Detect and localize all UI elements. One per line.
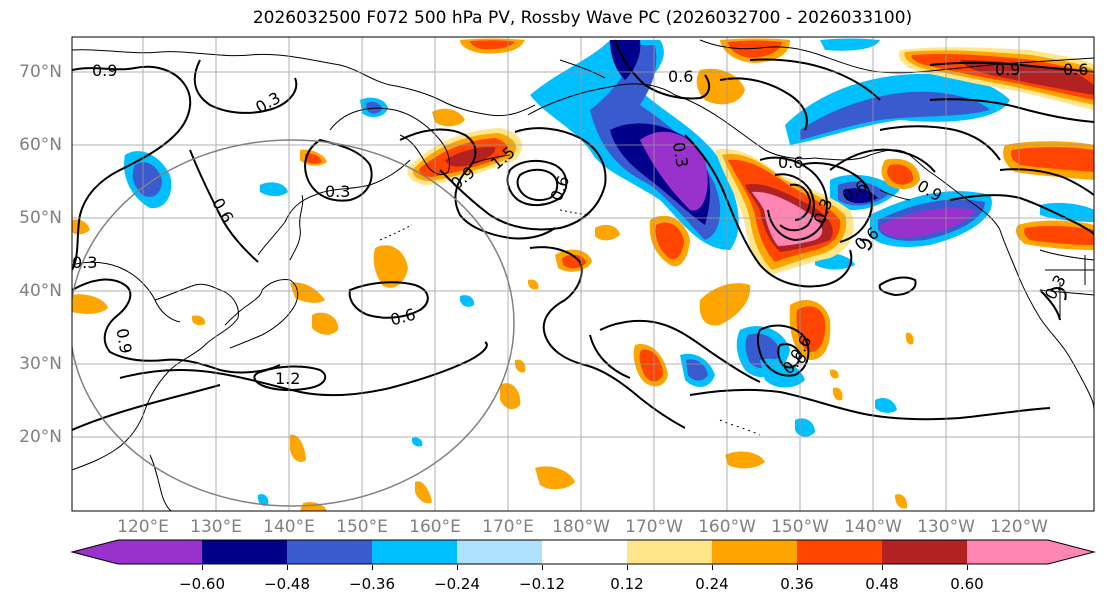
lon-label: 140°W [844,517,902,537]
colorbar-tick [287,565,288,570]
colorbar-tick-label: 0.12 [610,575,644,593]
colorbar-bin [202,540,288,564]
colorbar-tick [797,565,798,570]
colorbar-bin [797,540,883,564]
lon-label: 130°E [190,517,242,537]
colorbar-tick-label: 0.48 [865,575,899,593]
colorbar-tick [457,565,458,570]
graticule [72,37,1094,511]
colorbar-bin [967,540,1049,564]
colorbar-bin [712,540,798,564]
lon-label: 120°E [117,517,169,537]
contour-label: 0.3 [325,182,350,201]
colorbar-bin [882,540,968,564]
lon-label: 130°W [917,517,975,537]
lon-label: 120°W [990,517,1048,537]
colorbar-tick [967,565,968,570]
contour-label: 1.2 [275,369,300,388]
colorbar-tick-label: 0.24 [695,575,729,593]
contour-label: 0.9 [995,60,1020,79]
lat-label: 20°N [19,427,62,447]
colorbar-tick-label: −0.12 [519,575,565,593]
colorbar [70,539,1096,565]
lon-label: 160°E [409,517,461,537]
lat-label: 60°N [19,135,62,155]
contour-label: 0.3 [72,253,97,272]
colorbar-tick [542,565,543,570]
lat-label: 50°N [19,208,62,228]
lon-label: 150°W [771,517,829,537]
colorbar-bin [117,540,203,564]
colorbar-bin [457,540,543,564]
colorbar-tick [202,565,203,570]
contour-label: 0.3 [669,141,692,169]
colorbar-tick [712,565,713,570]
colorbar-tick-label: 0.36 [780,575,814,593]
contour-label: 0.6 [1063,60,1088,79]
colorbar-extend-low [72,540,118,564]
contour-label: 0.9 [92,61,117,80]
lat-label: 70°N [19,62,62,82]
colorbar-tick-label: −0.36 [349,575,395,593]
map-frame [71,36,1095,512]
map-title: 2026032500 F072 500 hPa PV, Rossby Wave … [252,8,913,28]
lon-label: 170°E [482,517,534,537]
lon-label: 180°W [552,517,610,537]
colorbar-tick [372,565,373,570]
colorbar-tick [627,565,628,570]
contour-label: 0.9 [112,327,135,355]
colorbar-extend-high [1048,540,1094,564]
lat-label: 40°N [19,281,62,301]
colorbar-tick-label: −0.24 [434,575,480,593]
colorbar-tick-label: 0.60 [950,575,984,593]
colorbar-bin [542,540,628,564]
lon-label: 160°W [698,517,756,537]
lon-label: 170°W [625,517,683,537]
contour-label: 0.6 [668,67,693,86]
lon-label: 140°E [263,517,315,537]
colorbar-bin [627,540,713,564]
reference-circle [72,139,515,507]
contour-label: 0.6 [778,153,803,172]
colorbar-bin [287,540,373,564]
lat-label: 30°N [19,354,62,374]
colorbar-bin [372,540,458,564]
colorbar-tick-label: −0.48 [264,575,310,593]
lon-label: 150°E [336,517,388,537]
colorbar-tick-label: −0.60 [179,575,225,593]
colorbar-outline [70,539,1096,565]
colorbar-tick [882,565,883,570]
